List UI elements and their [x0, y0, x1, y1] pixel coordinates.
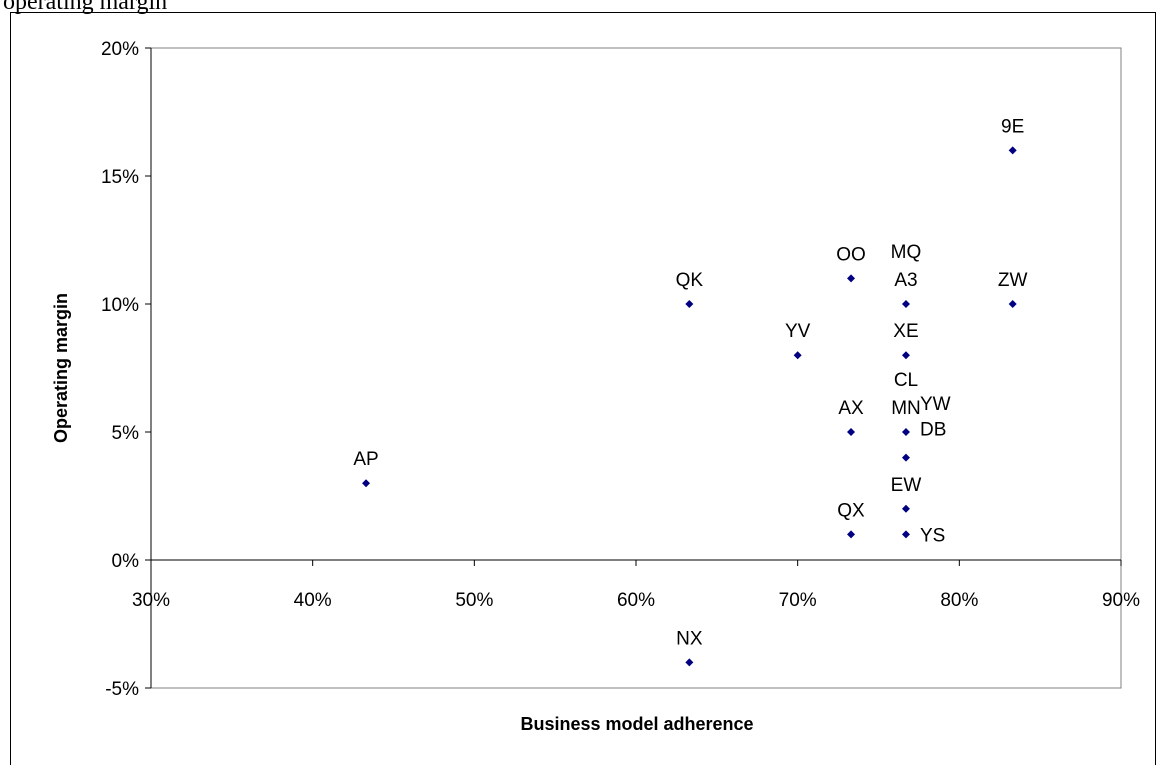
- data-label: DB: [920, 420, 946, 441]
- data-point: [1008, 300, 1017, 308]
- x-tick-label: 60%: [617, 590, 655, 611]
- y-tick-label: 15%: [101, 167, 139, 188]
- data-point: [901, 530, 910, 539]
- y-tick-label: 0%: [112, 551, 140, 572]
- data-point: [847, 428, 856, 436]
- data-label: YW: [920, 394, 951, 415]
- data-point: [847, 530, 856, 539]
- data-point: [1008, 146, 1017, 155]
- y-tick-label: 5%: [112, 423, 140, 444]
- data-points: AP QK NX YV OO AX QX MQ A3 XE CL MN YW DB EW YS 9E ZW: [353, 116, 1028, 667]
- x-tick-label: 40%: [294, 590, 332, 611]
- x-axis: 30% 40% 50% 60% 70% 80% 90%: [132, 559, 1140, 611]
- data-label: YS: [920, 525, 945, 546]
- data-label: QK: [676, 270, 704, 291]
- data-point: [901, 300, 910, 308]
- data-point: [901, 504, 910, 513]
- data-label: MQ: [891, 242, 922, 263]
- data-label: AX: [838, 398, 864, 419]
- y-axis: 20% 15% 10% 5% 0% -5%: [101, 39, 152, 700]
- data-point: [901, 428, 910, 436]
- x-tick-label: 80%: [940, 590, 978, 611]
- chart-area-frame: [10, 12, 1156, 765]
- data-label: YV: [785, 321, 811, 342]
- y-tick-label: 20%: [101, 39, 139, 60]
- data-label: ZW: [998, 270, 1028, 291]
- x-tick-label: 50%: [455, 590, 493, 611]
- data-label: MN: [891, 398, 921, 419]
- data-point: [685, 300, 694, 308]
- data-point: [847, 274, 856, 283]
- x-tick-label: 70%: [779, 590, 817, 611]
- data-label: AP: [353, 449, 378, 470]
- data-point: [362, 479, 371, 488]
- data-point: [901, 351, 910, 360]
- y-tick-label: 10%: [101, 295, 139, 316]
- x-axis-title: Business model adherence: [520, 714, 753, 734]
- data-point: [685, 658, 694, 667]
- data-label: OO: [836, 244, 866, 265]
- x-tick-label: 90%: [1102, 590, 1140, 611]
- data-label: XE: [893, 321, 918, 342]
- data-point: [793, 351, 802, 360]
- data-label: NX: [676, 628, 703, 649]
- data-point: [901, 453, 910, 462]
- data-label: 9E: [1001, 116, 1024, 137]
- y-axis-title: Operating margin: [51, 293, 71, 443]
- data-label: A3: [894, 270, 917, 291]
- data-label: EW: [891, 475, 922, 496]
- y-tick-label: -5%: [105, 679, 139, 700]
- x-tick-label: 30%: [132, 590, 170, 611]
- data-label: QX: [837, 500, 865, 521]
- chart-caption: operating margin: [3, 0, 168, 15]
- data-label: CL: [894, 370, 918, 391]
